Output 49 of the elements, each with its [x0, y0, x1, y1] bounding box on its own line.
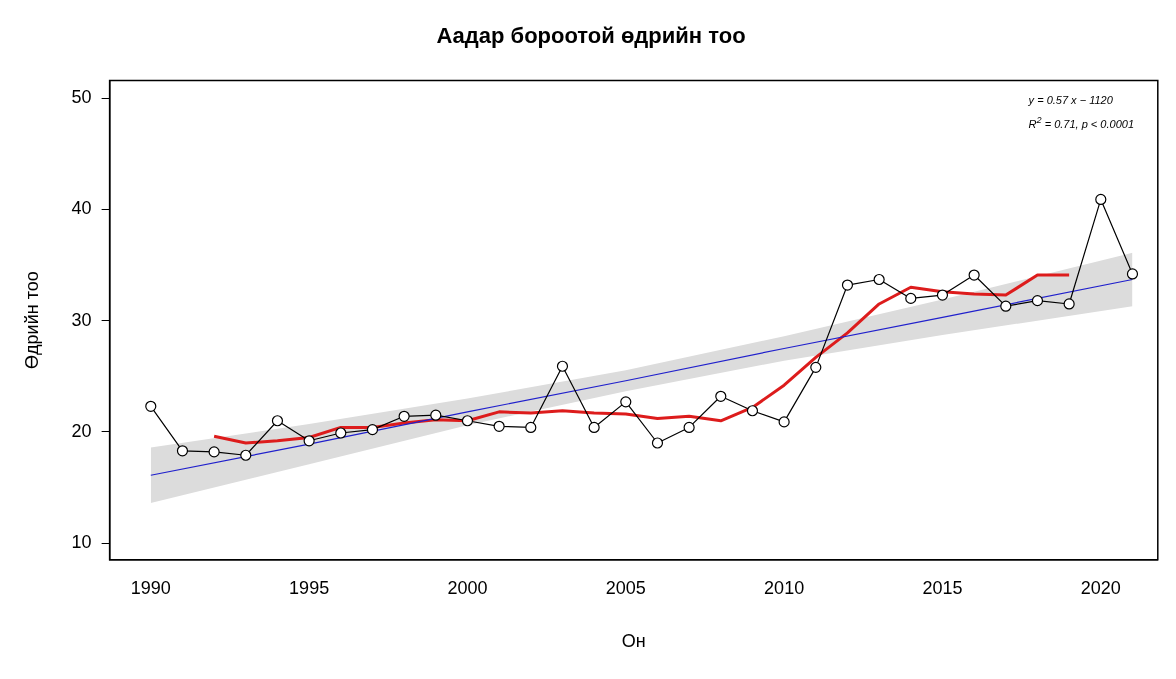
point	[905, 292, 917, 305]
point	[556, 360, 569, 372]
point	[873, 273, 885, 286]
point	[1126, 268, 1139, 280]
x-tick-label: 2005	[605, 577, 646, 598]
x-axis-title: Он	[621, 631, 646, 652]
point	[968, 269, 980, 281]
point	[1095, 193, 1107, 206]
point	[303, 435, 315, 447]
point	[620, 396, 632, 408]
x-tick-label: 2010	[764, 577, 805, 598]
y-tick-label: 10	[71, 532, 92, 553]
y-tick-label: 50	[71, 87, 92, 108]
x-tick-label: 1995	[289, 577, 330, 598]
point	[240, 449, 252, 461]
x-tick-label: 2015	[922, 577, 963, 598]
point	[841, 279, 854, 291]
point	[715, 390, 727, 402]
point	[271, 415, 284, 427]
point	[335, 427, 347, 439]
point	[176, 445, 189, 457]
point	[588, 421, 600, 434]
point	[936, 289, 949, 301]
point	[430, 409, 442, 421]
point	[1000, 300, 1012, 312]
point	[145, 400, 157, 412]
y-tick-label: 20	[71, 420, 92, 441]
point	[810, 361, 822, 373]
point	[398, 410, 410, 422]
point	[683, 421, 695, 434]
point	[493, 420, 505, 432]
chart-title: Аадар бороотой өдрийн тоо	[436, 23, 746, 49]
point	[1031, 295, 1044, 307]
point	[461, 415, 474, 427]
point	[746, 405, 759, 417]
point	[651, 437, 664, 449]
x-tick-label: 2000	[447, 577, 488, 598]
point	[525, 421, 537, 434]
y-axis-title: Өдрийн тоо	[21, 271, 42, 369]
point	[366, 424, 379, 436]
point	[778, 416, 790, 428]
annotation: y = 0.57 x − 1120	[1028, 93, 1114, 108]
y-tick-label: 30	[71, 309, 92, 330]
x-tick-label: 2020	[1080, 577, 1121, 598]
annotation: R$^{2}$ = 0.71, p < 0.0001	[1028, 114, 1134, 132]
point	[208, 446, 220, 458]
point	[1063, 298, 1075, 310]
y-tick-label: 40	[71, 198, 92, 219]
x-tick-label: 1990	[130, 577, 171, 598]
